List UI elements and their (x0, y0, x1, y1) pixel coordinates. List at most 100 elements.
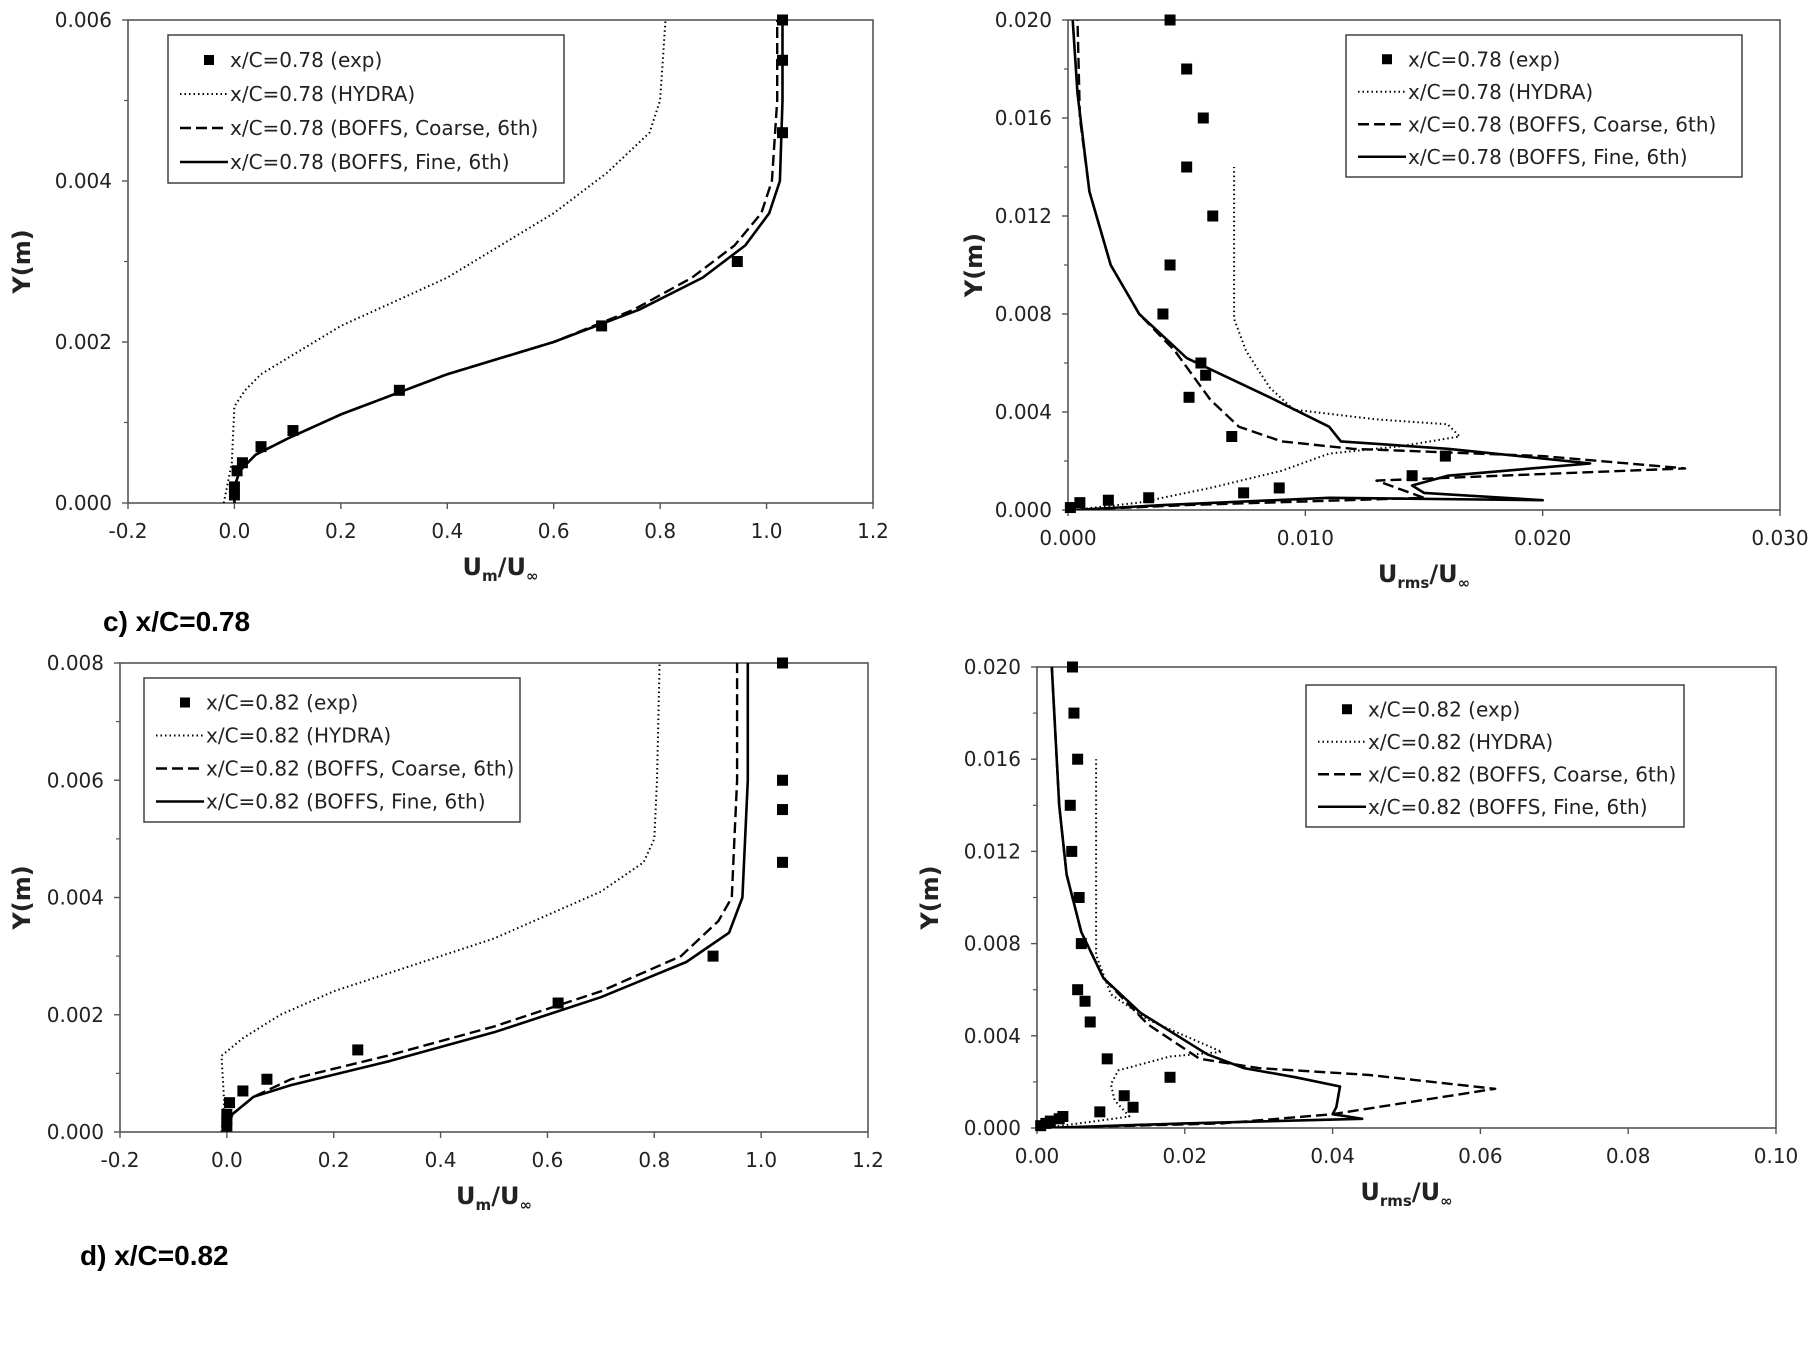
series-line-dotted (220, 663, 661, 1132)
legend-entry: x/C=0.82 (BOFFS, Coarse, 6th) (206, 757, 514, 781)
x-axis-label: Um/U∞ (456, 1182, 532, 1214)
x-tick-label: 0.8 (644, 519, 676, 543)
exp-marker (1118, 1090, 1130, 1102)
exp-marker (1079, 995, 1091, 1007)
exp-marker (221, 1120, 233, 1132)
legend: x/C=0.78 (exp) x/C=0.78 (HYDRA) x/C=0.78 (… (167, 34, 565, 184)
x-tick-label: 0.2 (325, 519, 357, 543)
exp-marker (1200, 369, 1212, 381)
plot-area (1044, 667, 1497, 1128)
x-tick-label: 0.010 (1277, 526, 1334, 550)
exp-marker (1044, 1115, 1056, 1127)
y-tick-label: 0.004 (55, 169, 112, 193)
exp-marker (1101, 1053, 1113, 1065)
y-tick-label: 0.008 (995, 302, 1052, 326)
legend-box (1345, 34, 1743, 178)
exp-marker (1157, 308, 1169, 320)
exp-marker (1075, 938, 1087, 950)
exp-marker (1127, 1101, 1139, 1113)
exp-marker (393, 384, 405, 396)
x-tick-label: 0.8 (638, 1148, 670, 1172)
y-tick-label: 0.012 (995, 204, 1052, 228)
x-tick-label: 0.0 (211, 1148, 243, 1172)
plot-area (220, 663, 750, 1132)
x-tick-label: -0.2 (100, 1148, 139, 1172)
exp-marker (1084, 1016, 1096, 1028)
x-tick-label: 1.0 (751, 519, 783, 543)
exp-marker (228, 481, 240, 493)
exp-marker (1094, 1106, 1106, 1118)
chart-c-mean: -0.2 0.0 0.2 0.4 0.6 0.8 1.0 1.2 0.000 0.002 0.004… (8, 8, 889, 585)
exp-marker (221, 1108, 233, 1120)
exp-marker (707, 950, 719, 962)
y-tick-label: 0.000 (55, 491, 112, 515)
legend-entry: x/C=0.82 (HYDRA) (1368, 730, 1553, 754)
legend-entry: x/C=0.78 (HYDRA) (1408, 80, 1593, 104)
x-tick-label: 0.4 (431, 519, 463, 543)
exp-marker (1074, 497, 1086, 509)
legend-entry: x/C=0.82 (BOFFS, Fine, 6th) (206, 790, 486, 814)
exp-marker (596, 320, 608, 332)
y-tick-label: 0.016 (964, 747, 1021, 771)
chart-c-rms: 0.000 0.010 0.020 0.030 0.000 0.004 0.008 0.012… (960, 8, 1809, 592)
exp-marker (1068, 707, 1080, 719)
exp-marker (1183, 391, 1195, 403)
y-tick-label: 0.006 (55, 8, 112, 32)
caption-d: d) x/C=0.82 (80, 1240, 229, 1271)
exp-marker (1164, 14, 1176, 26)
series-line-solid (1044, 667, 1364, 1128)
exp-marker (1226, 431, 1238, 442)
exp-marker (224, 1097, 236, 1109)
exp-marker (1197, 112, 1209, 124)
legend-box (167, 34, 565, 184)
y-axis-label: Y(m) (8, 229, 36, 294)
exp-marker (236, 457, 248, 469)
exp-marker (777, 804, 789, 816)
x-tick-label: 0.6 (538, 519, 570, 543)
legend-entry: x/C=0.78 (BOFFS, Coarse, 6th) (1408, 112, 1716, 136)
plot-area (1071, 20, 1687, 510)
y-tick-label: 0.004 (964, 1024, 1021, 1048)
y-tick-label: 0.000 (47, 1120, 104, 1144)
exp-marker (777, 774, 789, 786)
exp-marker (1064, 799, 1076, 811)
exp-marker (1406, 470, 1418, 482)
legend-entry: x/C=0.82 (exp) (206, 691, 358, 715)
x-tick-label: 0.00 (1015, 1144, 1060, 1168)
legend-marker (204, 55, 214, 65)
y-tick-label: 0.002 (47, 1003, 104, 1027)
y-axis-label: Y(m) (960, 233, 988, 298)
x-tick-label: 0.4 (425, 1148, 457, 1172)
x-tick-label: -0.2 (108, 519, 147, 543)
exp-marker (1439, 450, 1451, 462)
exp-marker (1057, 1110, 1069, 1122)
legend-entry: x/C=0.82 (BOFFS, Fine, 6th) (1368, 795, 1648, 819)
caption-c: c) x/C=0.78 (103, 606, 251, 637)
legend-entry: x/C=0.78 (BOFFS, Fine, 6th) (1408, 145, 1688, 169)
series-line-solid (1071, 20, 1592, 510)
series-line-solid (225, 663, 750, 1132)
legend-box (143, 677, 521, 823)
y-tick-label: 0.020 (995, 8, 1052, 32)
exp-marker (1238, 487, 1250, 499)
legend: x/C=0.78 (exp) x/C=0.78 (HYDRA) x/C=0.78 (… (1345, 34, 1743, 178)
exp-marker (777, 54, 789, 66)
legend-marker (1382, 54, 1392, 65)
legend-entry: x/C=0.78 (BOFFS, Fine, 6th) (230, 150, 510, 174)
exp-marker (255, 441, 267, 453)
y-tick-label: 0.000 (964, 1116, 1021, 1140)
y-tick-label: 0.006 (47, 768, 104, 792)
exp-marker (777, 127, 789, 139)
legend-box (1305, 684, 1685, 828)
x-tick-label: 0.06 (1458, 1144, 1503, 1168)
exp-marker (552, 997, 564, 1009)
legend: x/C=0.82 (exp) x/C=0.82 (HYDRA) x/C=0.82 (… (1305, 684, 1685, 828)
y-tick-label: 0.000 (995, 498, 1052, 522)
exp-marker (1181, 63, 1193, 75)
x-tick-label: 0.000 (1039, 526, 1096, 550)
y-tick-label: 0.004 (995, 400, 1052, 424)
y-tick-label: 0.004 (47, 886, 104, 910)
exp-marker (1181, 161, 1193, 173)
legend-entry: x/C=0.78 (BOFFS, Coarse, 6th) (230, 116, 538, 140)
